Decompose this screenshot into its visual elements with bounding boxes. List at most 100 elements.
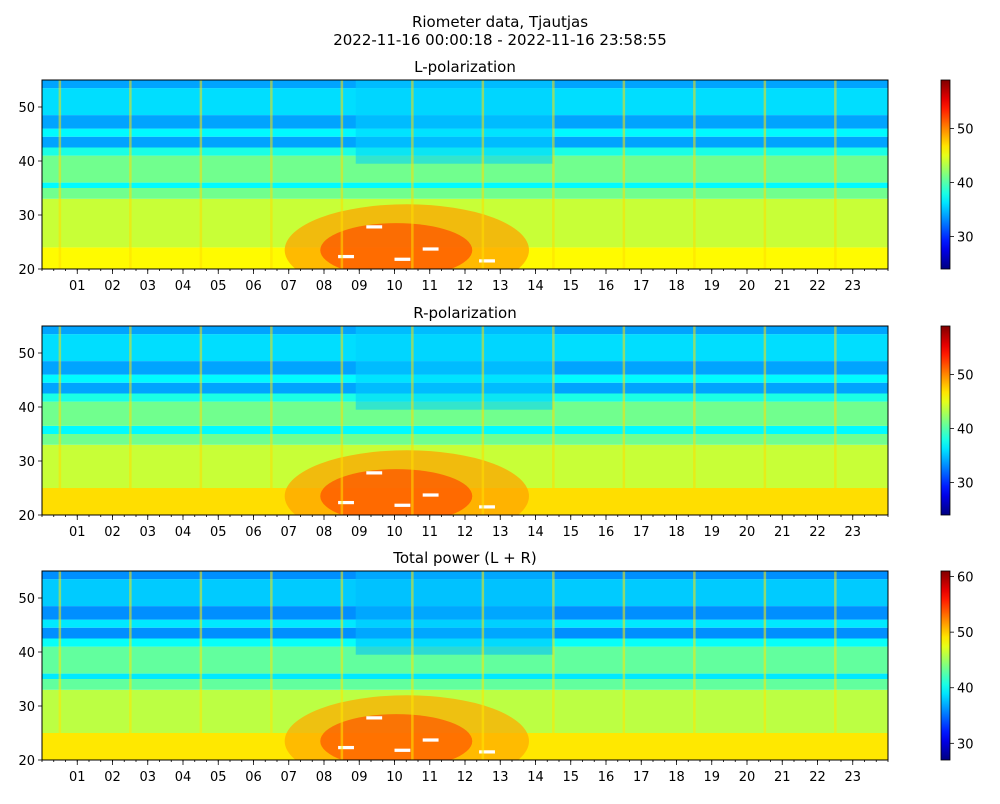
- x-tick-label: 15: [562, 525, 579, 540]
- x-tick-label: 06: [245, 279, 262, 294]
- heatmap-enhancement-core: [320, 714, 473, 760]
- x-tick-label: 12: [457, 525, 474, 540]
- x-tick-label: 05: [210, 770, 227, 785]
- heatmap-spike: [693, 326, 696, 515]
- x-tick-label: 09: [351, 279, 368, 294]
- x-tick-label: 13: [492, 279, 509, 294]
- x-tick-label: 17: [633, 279, 650, 294]
- heatmap-spike: [763, 326, 767, 515]
- heatmap-spike: [270, 571, 273, 760]
- heatmap-spike: [58, 80, 62, 269]
- x-tick-label: 14: [527, 279, 544, 294]
- heatmap-spike: [481, 326, 485, 515]
- heatmap-enhancement-core: [320, 223, 473, 269]
- x-tick-label: 15: [562, 279, 579, 294]
- panel-title: L-polarization: [414, 58, 516, 76]
- x-tick-label: 06: [245, 770, 262, 785]
- y-tick-label: 20: [18, 754, 35, 769]
- heatmap-spike: [58, 326, 62, 515]
- heatmap-spike: [411, 80, 414, 269]
- x-tick-label: 21: [774, 770, 791, 785]
- x-tick-label: 14: [527, 770, 544, 785]
- x-tick-label: 03: [139, 770, 156, 785]
- heatmap-band: [42, 434, 888, 445]
- x-tick-label: 15: [562, 770, 579, 785]
- x-tick-label: 04: [175, 770, 192, 785]
- heatmap-spike: [834, 326, 837, 515]
- x-tick-label: 03: [139, 525, 156, 540]
- colorbar-tick-label: 30: [957, 231, 974, 246]
- heatmap-spike: [199, 80, 203, 269]
- heatmap-spike: [58, 571, 62, 760]
- heatmap-spike: [552, 326, 555, 515]
- x-tick-label: 18: [668, 279, 685, 294]
- heatmap-spike: [129, 80, 132, 269]
- heatmap-spike: [693, 80, 696, 269]
- x-tick-label: 10: [386, 770, 403, 785]
- heatmap-spike: [763, 571, 767, 760]
- x-tick-label: 01: [69, 279, 86, 294]
- colorbar-tick-label: 40: [957, 682, 974, 697]
- heatmap-spike: [481, 80, 485, 269]
- y-tick-label: 30: [18, 700, 35, 715]
- heatmap-saturation: [338, 745, 354, 750]
- heatmap-spike: [129, 571, 132, 760]
- panel-2: R-polarization 01 02 03 04 05 06 07 08 09 10 11 12 13…: [18, 304, 973, 540]
- x-tick-label: 07: [280, 525, 297, 540]
- x-tick-label: 21: [774, 279, 791, 294]
- y-tick-label: 30: [18, 455, 35, 470]
- x-tick-label: 02: [104, 525, 121, 540]
- x-tick-label: 11: [421, 525, 438, 540]
- y-tick-label: 20: [18, 509, 35, 524]
- y-tick-label: 40: [18, 646, 35, 661]
- heatmap-spike: [340, 326, 344, 515]
- heatmap-band: [42, 188, 888, 199]
- x-tick-label: 01: [69, 770, 86, 785]
- heatmap-spike: [763, 80, 767, 269]
- heatmap-saturation: [394, 503, 411, 507]
- x-tick-label: 08: [316, 525, 333, 540]
- heatmap-saturation: [366, 471, 383, 475]
- heatmap-saturation: [479, 505, 495, 509]
- heatmap-day-block: [355, 326, 554, 410]
- heatmap-spike: [552, 80, 555, 269]
- colorbar-tick-label: 40: [957, 177, 974, 192]
- x-tick-label: 22: [809, 770, 826, 785]
- x-tick-label: 17: [633, 525, 650, 540]
- x-tick-label: 10: [386, 279, 403, 294]
- colorbar-tick-label: 30: [957, 737, 974, 752]
- x-tick-label: 23: [844, 770, 861, 785]
- x-tick-label: 19: [703, 525, 720, 540]
- heatmap-spike: [834, 80, 837, 269]
- colorbar-tick-label: 50: [957, 626, 974, 641]
- heatmap-spike: [340, 80, 344, 269]
- heatmap-band: [42, 679, 888, 690]
- x-tick-label: 18: [668, 525, 685, 540]
- heatmap-saturation: [422, 738, 439, 742]
- x-tick-label: 04: [175, 279, 192, 294]
- x-tick-label: 10: [386, 525, 403, 540]
- x-tick-label: 18: [668, 770, 685, 785]
- x-tick-label: 03: [139, 279, 156, 294]
- colorbar: [940, 325, 951, 516]
- y-tick-label: 30: [18, 209, 35, 224]
- heatmap-spike: [199, 571, 203, 760]
- heatmap-spike: [693, 571, 696, 760]
- x-tick-label: 23: [844, 525, 861, 540]
- y-tick-label: 40: [18, 155, 35, 170]
- figure-title-line1: Riometer data, Tjautjas: [412, 13, 588, 31]
- colorbar-tick-label: 60: [957, 571, 974, 586]
- y-tick-label: 50: [18, 347, 35, 362]
- panel-title: R-polarization: [413, 304, 516, 322]
- heatmap-saturation: [479, 259, 495, 263]
- y-tick-label: 20: [18, 263, 35, 278]
- x-tick-label: 01: [69, 525, 86, 540]
- x-tick-label: 16: [598, 525, 615, 540]
- colorbar: [940, 570, 951, 761]
- x-tick-label: 12: [457, 279, 474, 294]
- heatmap: [42, 80, 888, 269]
- heatmap-saturation: [479, 750, 495, 754]
- x-tick-label: 20: [739, 279, 756, 294]
- heatmap-spike: [552, 571, 555, 760]
